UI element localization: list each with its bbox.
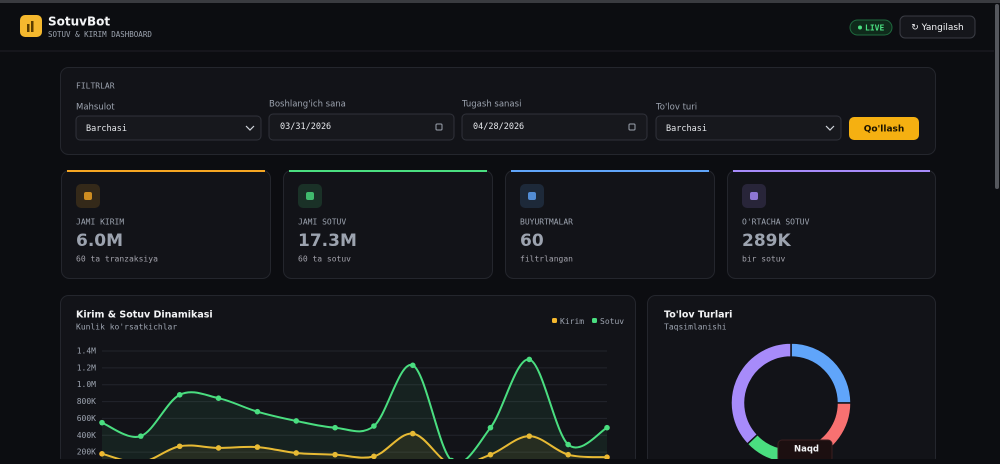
data-point — [526, 433, 533, 439]
line-chart-panel — [60, 295, 636, 464]
live-badge — [849, 19, 893, 36]
y-tick-label: 1.4M — [77, 347, 96, 356]
date-input[interactable] — [461, 113, 648, 141]
series-area — [102, 433, 607, 459]
data-point — [293, 418, 300, 424]
y-tick-label: 200K — [77, 448, 96, 457]
card-icon-glyph — [528, 192, 536, 200]
filter-label: Mahsulot — [76, 103, 115, 113]
data-point — [332, 424, 338, 431]
donut-subtitle: Taqsimlanishi — [664, 323, 727, 332]
data-point — [565, 451, 571, 458]
live-text: LIVE — [865, 24, 884, 33]
data-point — [371, 453, 377, 459]
top-bar — [0, 0, 1000, 3]
select[interactable] — [655, 115, 842, 141]
data-point — [293, 450, 300, 456]
app-title: SotuvBot — [48, 15, 110, 29]
logo-icon — [31, 21, 34, 32]
chevron — [245, 125, 255, 131]
legend-swatch — [552, 318, 557, 323]
data-point — [487, 451, 494, 458]
card-label: JAMI KIRIM — [76, 218, 124, 227]
data-point — [99, 419, 105, 426]
data-point — [99, 451, 105, 457]
legend-label: Kirim — [560, 317, 584, 326]
data-point — [409, 430, 416, 437]
apply-label[interactable]: Qo'llash — [864, 125, 905, 135]
date-input[interactable] — [268, 113, 455, 141]
filter-label: Tugash sanasi — [461, 100, 521, 110]
filter-value[interactable]: Barchasi — [86, 124, 127, 134]
donut-segment[interactable] — [730, 342, 792, 446]
filter-panel — [60, 67, 936, 155]
card-icon-glyph — [306, 192, 314, 200]
legend-label: Sotuv — [600, 317, 624, 326]
data-point — [604, 454, 610, 459]
filter-label: Boshlang'ich sana — [269, 100, 346, 110]
filter-value[interactable]: Barchasi — [666, 124, 707, 134]
refresh-button[interactable] — [899, 15, 976, 39]
scrollbar[interactable] — [995, 4, 999, 189]
calendar-icon — [435, 123, 443, 131]
data-point — [526, 356, 533, 363]
card-label: BUYURTMALAR — [520, 218, 573, 227]
y-tick-label: 800K — [77, 397, 96, 406]
card-label: JAMI SOTUV — [298, 218, 346, 227]
card-note: filtrlangan — [520, 255, 573, 264]
legend-swatch — [592, 318, 597, 323]
card-icon-glyph — [750, 192, 758, 200]
apply-button[interactable] — [849, 117, 919, 140]
live-dot — [858, 25, 862, 30]
line-chart-title: Kirim & Sotuv Dinamikasi — [76, 310, 213, 321]
refresh-label[interactable]: ↻ Yangilash — [911, 23, 964, 33]
chevron — [825, 125, 835, 131]
series-area — [102, 359, 607, 459]
data-point — [215, 395, 222, 402]
card-label: O'RTACHA SOTUV — [742, 218, 810, 227]
filter-value[interactable]: 03/31/2026 — [280, 122, 331, 132]
filter-title: FILTRLAR — [76, 82, 115, 91]
filter-label: To'lov turi — [655, 103, 697, 113]
data-point — [215, 445, 222, 451]
app-subtitle: SOTUV & KIRIM DASHBOARD — [48, 30, 152, 39]
card-value: 17.3M — [298, 231, 357, 251]
calendar-icon — [628, 123, 636, 131]
card-note: 60 ta tranzaksiya — [76, 255, 158, 264]
data-point — [565, 441, 571, 448]
card-value: 60 — [520, 231, 544, 251]
data-point — [371, 423, 377, 429]
card-note: 60 ta sotuv — [298, 255, 351, 264]
data-point — [176, 443, 183, 450]
donut-title: To'lov Turlari — [664, 310, 732, 321]
data-point — [138, 433, 144, 439]
y-tick-label: 400K — [77, 431, 96, 440]
filter-value[interactable]: 04/28/2026 — [473, 122, 524, 132]
series-line — [101, 432, 608, 459]
data-point — [604, 424, 610, 431]
line-chart-subtitle: Kunlik ko'rsatkichlar — [76, 323, 177, 332]
card-icon-glyph — [84, 192, 92, 200]
y-tick-label: 600K — [77, 414, 96, 423]
tooltip-text: Naqd — [794, 445, 819, 455]
card-value: 289K — [742, 231, 791, 251]
donut-panel — [647, 295, 936, 464]
select[interactable] — [75, 115, 262, 141]
data-point — [487, 424, 494, 431]
data-point — [409, 362, 416, 369]
y-tick-label: 1.2M — [77, 363, 96, 372]
data-point — [332, 451, 338, 458]
card-note: bir sotuv — [742, 255, 786, 264]
logo-icon — [27, 24, 30, 32]
card-value: 6.0M — [76, 231, 123, 251]
data-point — [254, 408, 261, 415]
data-point — [254, 444, 261, 450]
data-point — [176, 392, 183, 398]
y-tick-label: 1.0M — [77, 380, 96, 389]
